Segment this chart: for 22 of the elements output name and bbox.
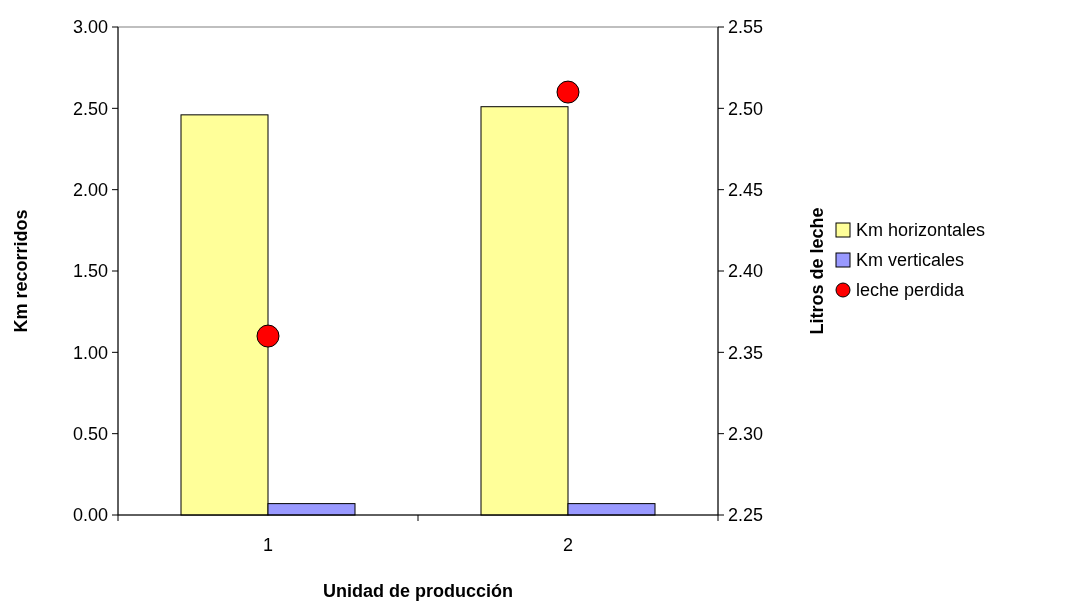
legend-label: Km horizontales [856, 220, 986, 241]
y-tick-label: 1.50 [72, 261, 108, 282]
x-axis-title: Unidad de producción [322, 581, 514, 601]
x-tick-label: 1 [262, 535, 274, 555]
y-tick-label: 1.00 [72, 342, 108, 363]
y2-axis-title: Litros de leche [807, 207, 827, 335]
y-tick-label: 0.00 [72, 505, 108, 526]
y2-tick-label: 2.40 [728, 261, 764, 282]
y2-tick-label: 2.55 [728, 17, 764, 38]
y2-tick-label: 2.45 [728, 179, 764, 200]
legend-label: leche perdida [856, 280, 966, 301]
y-tick-label: 2.50 [72, 98, 108, 119]
legend-label: Km verticales [856, 250, 965, 271]
y2-tick-label: 2.35 [728, 342, 764, 363]
y-axis-title: Km recorridos [11, 209, 31, 333]
y-tick-label: 2.00 [72, 179, 108, 200]
y-tick-label: 0.50 [72, 423, 108, 444]
y2-tick-label: 2.25 [728, 505, 764, 526]
y2-tick-label: 2.50 [728, 98, 764, 119]
y-tick-label: 3.00 [72, 17, 108, 38]
y2-tick-label: 2.30 [728, 423, 764, 444]
x-tick-label: 2 [562, 535, 574, 555]
